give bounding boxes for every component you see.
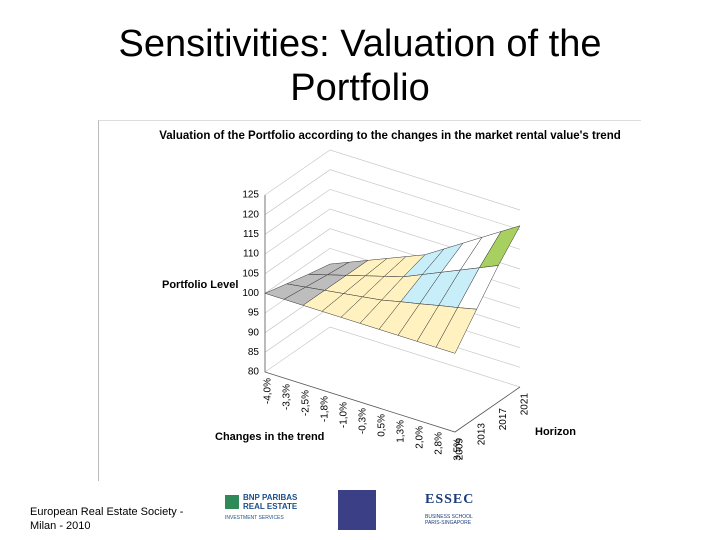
z-tick-label: 120 [242,209,259,220]
y-tick-label: 2021 [520,393,531,416]
y-axis-title: Horizon [535,426,576,438]
essec-logo: ESSEC BUSINESS SCHOOL PARIS-SINGAPORE [425,492,485,530]
grid-line [264,326,521,388]
grid-line [264,149,521,211]
x-tick-label: -1,8% [320,396,331,422]
bnp-mark [225,495,239,509]
axis-line [264,195,521,433]
z-tick-label: 85 [248,347,260,358]
bnp-text: REAL ESTATE [243,502,298,511]
x-tick-label: -3,3% [282,384,293,410]
z-tick-label: 90 [248,327,260,338]
x-axis-title: Changes in the trend [215,431,324,443]
essec-text: ESSEC [425,492,475,507]
x-tick-label: -2,5% [301,390,312,416]
bnp-text: BNP PARIBAS [243,493,298,502]
footer: European Real Estate Society - Milan - 2… [30,506,184,532]
y-tick-label: 2017 [498,408,509,431]
grid-line [264,169,521,231]
chart-title-box: Valuation of the Portfolio according to … [159,130,621,142]
x-tick-label: 3,5% [453,438,464,461]
y-tick-label: 2013 [476,423,487,446]
x-tick-label: -4,0% [263,378,274,404]
z-tick-label: 110 [243,249,259,260]
z-tick-label: 115 [243,229,259,240]
z-tick-label: 105 [242,268,259,279]
x-tick-label: 1,3% [396,420,407,443]
eres-logo [338,490,376,530]
essec-sub: BUSINESS SCHOOL PARIS-SINGAPORE [425,514,473,526]
x-tick-label: 2,0% [415,426,426,449]
x-tick-label: 2,8% [434,432,445,455]
x-tick-label: -0,3% [358,408,369,434]
z-tick-label: 80 [248,367,260,378]
grid-line [264,188,521,250]
z-tick-label: 100 [242,288,259,299]
y-tick-label: 2009 [455,438,466,461]
z-tick-label: 95 [248,308,260,319]
z-axis-title: Portfolio Level [162,279,238,291]
chart-title: Valuation of the Portfolio according to … [159,130,621,142]
slide-title: Sensitivities: Valuation of the Portfoli… [118,23,602,109]
surface-cell [435,307,478,354]
z-tick-label: 125 [242,190,259,201]
bnp-logo: BNP PARIBAS REAL ESTATE INVESTMENT SERVI… [225,493,315,528]
x-tick-label: 0,5% [377,414,388,437]
bnp-text: INVESTMENT SERVICES [225,515,284,521]
x-tick-label: -1,0% [339,402,350,428]
chart-panel [98,120,641,481]
